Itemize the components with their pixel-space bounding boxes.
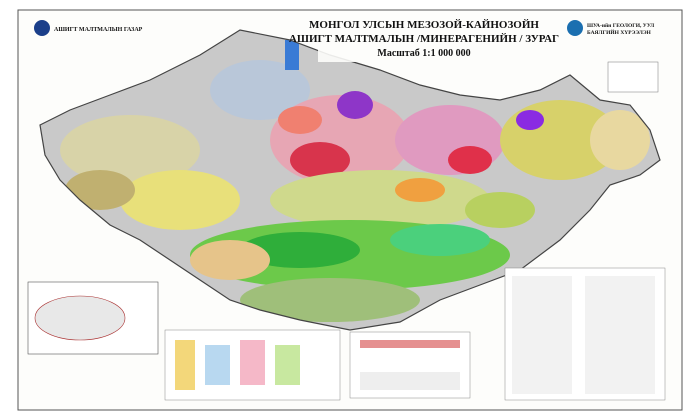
zone bbox=[290, 142, 350, 178]
logo bbox=[567, 20, 583, 36]
legend-swatches bbox=[175, 340, 195, 390]
title: АШИГТ МАЛТМАЛЫН /МИНЕРАГЕНИЙН / ЗУРАГ bbox=[289, 33, 559, 45]
title: МОНГОЛ УЛСЫН МЕЗОЗОЙ-КАЙНОЗОЙН bbox=[309, 19, 539, 31]
inset-shape bbox=[34, 295, 126, 341]
zone bbox=[120, 170, 240, 230]
title-box bbox=[318, 14, 530, 62]
zone bbox=[337, 91, 373, 119]
zone bbox=[395, 178, 445, 202]
legend-swatches bbox=[240, 340, 265, 385]
zone bbox=[390, 224, 490, 256]
zone bbox=[240, 232, 360, 268]
legend-swatches bbox=[360, 372, 460, 390]
left-org: АШИГТ МАЛТМАЛЫН ГАЗАР bbox=[54, 27, 143, 33]
zone bbox=[590, 110, 650, 170]
border bbox=[39, 29, 661, 331]
zone bbox=[190, 240, 270, 280]
legend-swatches bbox=[360, 340, 460, 348]
zone bbox=[465, 192, 535, 228]
zone bbox=[448, 146, 492, 174]
legend-swatches bbox=[205, 345, 230, 385]
legend-list bbox=[585, 276, 655, 394]
zone bbox=[278, 106, 322, 134]
legend-list bbox=[512, 276, 572, 394]
right-org: ШУА-ийн ГЕОЛОГИ, УУЛ bbox=[587, 22, 654, 29]
logo bbox=[34, 20, 50, 36]
right-org: БАЯЛГИЙН ХҮРЭЭЛЭН bbox=[587, 28, 652, 36]
inset-map bbox=[607, 61, 659, 93]
zone bbox=[60, 115, 200, 185]
zone bbox=[210, 60, 310, 120]
zone bbox=[65, 170, 135, 210]
zone bbox=[240, 278, 420, 322]
zone bbox=[516, 110, 544, 130]
scale: Масштаб 1:1 000 000 bbox=[377, 48, 470, 59]
lake bbox=[285, 40, 299, 70]
legend-swatches bbox=[275, 345, 300, 385]
